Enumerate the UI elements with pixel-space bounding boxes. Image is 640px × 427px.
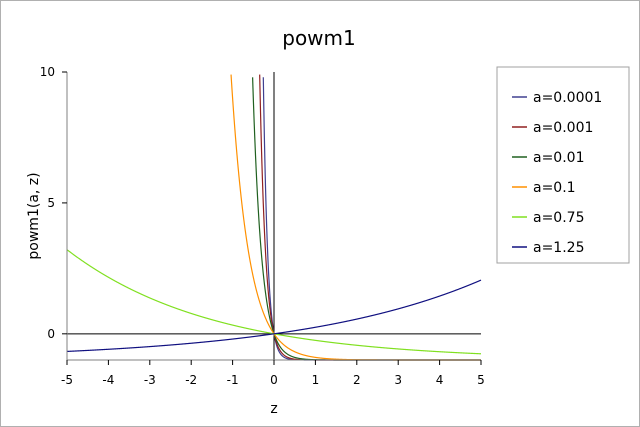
series-line-a=1.25 xyxy=(66,279,482,353)
y-tick-label: 5 xyxy=(47,196,55,210)
legend-item: a=0.001 xyxy=(512,120,593,136)
x-tick-label: 0 xyxy=(270,373,278,387)
x-tick-label: -1 xyxy=(227,373,239,387)
legend-label: a=0.01 xyxy=(533,150,584,166)
legend-item: a=1.25 xyxy=(512,240,584,256)
legend-item: a=0.0001 xyxy=(512,90,602,106)
x-axis-label: z xyxy=(270,401,277,417)
legend-item: a=0.1 xyxy=(512,180,576,196)
x-axis-ticks: -5 -4 -3 -2 -1 0 1 2 3 4 5 xyxy=(61,360,485,387)
y-tick-label: 0 xyxy=(47,327,55,341)
x-tick-label: -4 xyxy=(102,373,114,387)
y-axis-ticks: 0 5 10 xyxy=(40,65,67,341)
chart-title: powm1 xyxy=(282,26,356,50)
legend-label: a=0.001 xyxy=(533,120,593,136)
legend: a=0.0001 a=0.001 a=0.01 a=0.1 a=0.75 a=1.25 xyxy=(512,90,602,256)
x-tick-label: -3 xyxy=(144,373,156,387)
x-tick-label: -2 xyxy=(185,373,197,387)
legend-item: a=0.75 xyxy=(512,210,584,226)
y-tick-label: 10 xyxy=(40,65,55,79)
legend-item: a=0.01 xyxy=(512,150,584,166)
x-tick-label: 3 xyxy=(394,373,402,387)
x-tick-label: 4 xyxy=(436,373,444,387)
legend-label: a=0.1 xyxy=(533,180,576,196)
x-tick-label: 5 xyxy=(477,373,485,387)
legend-label: a=0.75 xyxy=(533,210,584,226)
legend-label: a=1.25 xyxy=(533,240,584,256)
x-tick-label: -5 xyxy=(61,373,73,387)
legend-label: a=0.0001 xyxy=(533,90,602,106)
y-axis-label: powm1(a, z) xyxy=(26,172,42,259)
x-tick-label: 2 xyxy=(353,373,361,387)
x-tick-label: 1 xyxy=(312,373,320,387)
legend-box xyxy=(496,66,630,264)
